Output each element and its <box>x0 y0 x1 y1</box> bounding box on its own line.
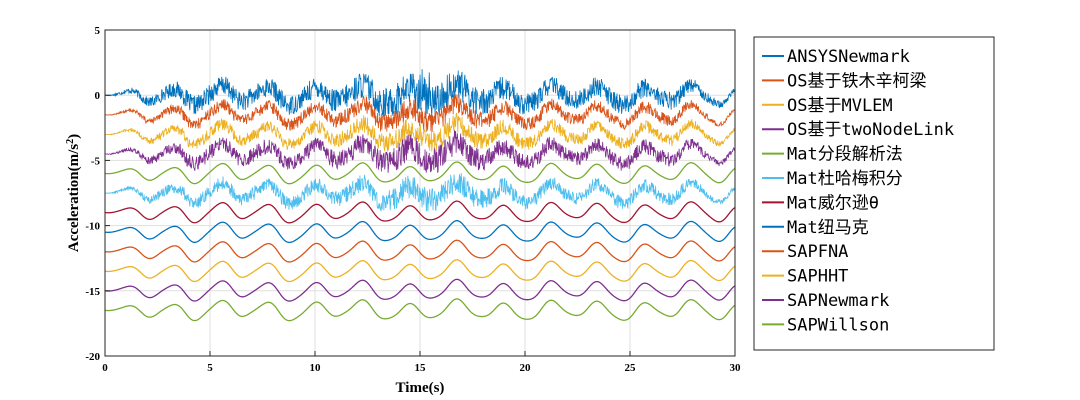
y-tick-label: -15 <box>85 286 100 298</box>
legend-label: Mat杜哈梅积分 <box>787 169 903 189</box>
legend: ANSYSNewmark OS基于铁木辛柯梁 OS基于MVLEM OS基于twoNod… <box>762 47 954 335</box>
legend-label: Mat纽马克 <box>787 218 869 238</box>
legend-label: Mat分段解析法 <box>787 145 903 165</box>
legend-label: ANSYSNewmark <box>787 47 910 67</box>
legend-label: SAPNewmark <box>787 291 889 311</box>
y-tick-label: -5 <box>91 155 101 167</box>
x-tick-label: 5 <box>207 362 213 374</box>
x-tick-label: 10 <box>310 362 322 374</box>
series-layer <box>105 69 735 322</box>
y-axis-title-main: Acceleration(m/s <box>66 144 82 252</box>
legend-label: SAPHHT <box>787 267 848 287</box>
legend-label: OS基于twoNodeLink <box>787 120 954 140</box>
legend-label: SAPFNA <box>787 242 848 262</box>
legend-label: OS基于MVLEM <box>787 96 893 116</box>
y-tick-label: -20 <box>85 351 100 363</box>
y-axis-title-sup: 2 <box>65 139 76 144</box>
x-tick-label: 15 <box>415 362 427 374</box>
series-line <box>105 239 735 263</box>
x-tick-label: 30 <box>730 362 742 374</box>
x-tick-label: 0 <box>102 362 108 374</box>
x-tick-label: 20 <box>520 362 532 374</box>
series-line <box>105 259 735 283</box>
y-axis-title: Acceleration(m/s2) <box>65 134 82 252</box>
y-tick-label: -10 <box>85 221 100 233</box>
series-line <box>105 161 735 185</box>
series-line <box>105 112 735 152</box>
series-line <box>105 129 735 174</box>
legend-label: Mat威尔逊θ <box>787 193 879 213</box>
legend-box <box>753 36 995 351</box>
series-line <box>105 69 735 120</box>
y-tick-label: 0 <box>95 90 101 102</box>
ticks: 0 5 10 15 20 25 30 5 0 -5 -10 -15 -20 <box>85 25 741 374</box>
series-line <box>105 220 735 244</box>
series-line <box>105 200 735 224</box>
y-axis-title-tail: ) <box>66 134 82 139</box>
series-line <box>105 94 735 132</box>
series-line <box>105 278 735 302</box>
series-line <box>105 298 735 322</box>
series-line <box>105 173 735 213</box>
legend-label: SAPWillson <box>787 315 889 335</box>
x-axis-title: Time(s) <box>396 380 445 396</box>
y-tick-label: 5 <box>95 25 101 37</box>
legend-label: OS基于铁木辛柯梁 <box>787 71 926 91</box>
x-tick-label: 25 <box>625 362 637 374</box>
